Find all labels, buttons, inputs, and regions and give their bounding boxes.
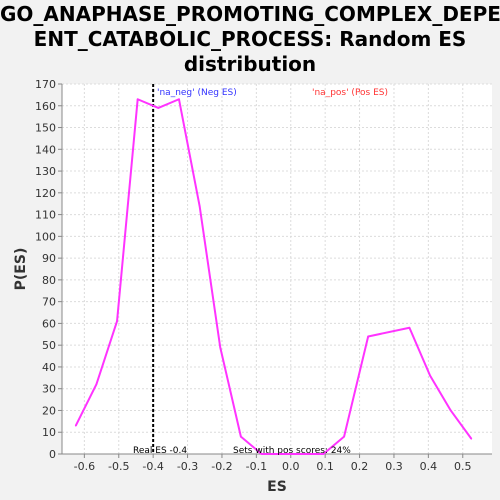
y-tick-label: 20 [42, 404, 56, 417]
y-tick-label: 60 [42, 317, 56, 330]
y-tick-label: 30 [42, 383, 56, 396]
chart-title-line-2: ENT_CATABOLIC_PROCESS: Random ES [33, 27, 467, 51]
series-point [74, 424, 77, 427]
series-point [136, 98, 139, 101]
series-point [302, 453, 304, 455]
y-tick-label: 140 [35, 143, 56, 156]
x-tick-label: -0.2 [211, 460, 232, 473]
legend-pos: 'na_pos' (Pos ES) [312, 88, 388, 98]
series-point [343, 435, 345, 438]
chart-title: GO_ANAPHASE_PROMOTING_COMPLEX_DEPEND ENT… [0, 2, 500, 77]
x-tick-label: -0.1 [246, 460, 267, 473]
series-point [198, 205, 201, 207]
real-es-label: Real ES -0.4 [133, 446, 187, 456]
y-tick-label: 70 [42, 296, 56, 309]
axes: 0 10 20 30 40 50 60 70 80 90 100 110 120 130 140 150 160… [35, 78, 492, 473]
y-tick-label: 100 [35, 230, 56, 243]
y-tick-label: 150 [35, 122, 56, 135]
series-point [219, 346, 222, 349]
series-point [408, 326, 411, 329]
x-tick-label: -0.3 [177, 460, 198, 473]
x-tick-label: 0.5 [454, 460, 472, 473]
series-point [429, 374, 431, 377]
y-tick-label: 40 [42, 361, 56, 374]
legend-neg: 'na_neg' (Neg ES) [157, 88, 237, 98]
x-tick-label: -0.5 [108, 460, 129, 473]
series-point [260, 453, 263, 455]
series-point [367, 335, 369, 338]
x-axis-label: ES [267, 479, 287, 495]
x-tick-label: 0.1 [316, 460, 334, 473]
y-tick-label: 130 [35, 165, 56, 178]
y-tick-label: 0 [49, 448, 56, 461]
y-tick-label: 10 [42, 426, 56, 439]
y-tick-label: 80 [42, 274, 56, 287]
x-tick-label: -0.4 [142, 460, 163, 473]
x-tick-label: 0.3 [385, 460, 403, 473]
series-point [95, 383, 98, 386]
x-tick-label: 0.4 [420, 460, 438, 473]
y-tick-label: 50 [42, 339, 56, 352]
pos-scores-annotation: Sets with pos scores: 24% [233, 446, 351, 456]
plot-area [62, 84, 492, 454]
series-point [449, 409, 452, 412]
series-point [116, 320, 118, 323]
chart-title-line-1: GO_ANAPHASE_PROMOTING_COMPLEX_DEPEND [0, 2, 500, 26]
series-layer [74, 84, 473, 455]
series-point [240, 435, 242, 438]
x-tick-label: 0.0 [282, 460, 300, 473]
x-tick-label: 0.2 [351, 460, 369, 473]
series-point [470, 437, 473, 440]
y-tick-label: 110 [35, 209, 56, 222]
y-tick-label: 160 [35, 100, 56, 113]
series-point [322, 453, 325, 455]
series-point [157, 107, 160, 109]
y-tick-label: 170 [35, 78, 56, 91]
x-tick-label: -0.6 [74, 460, 95, 473]
chart-title-line-3: distribution [183, 52, 317, 76]
y-axis-label: P(ES) [13, 248, 29, 291]
y-tick-label: 120 [35, 187, 56, 200]
y-tick-label: 90 [42, 252, 56, 265]
series-point [178, 98, 180, 101]
series-point [281, 453, 283, 455]
